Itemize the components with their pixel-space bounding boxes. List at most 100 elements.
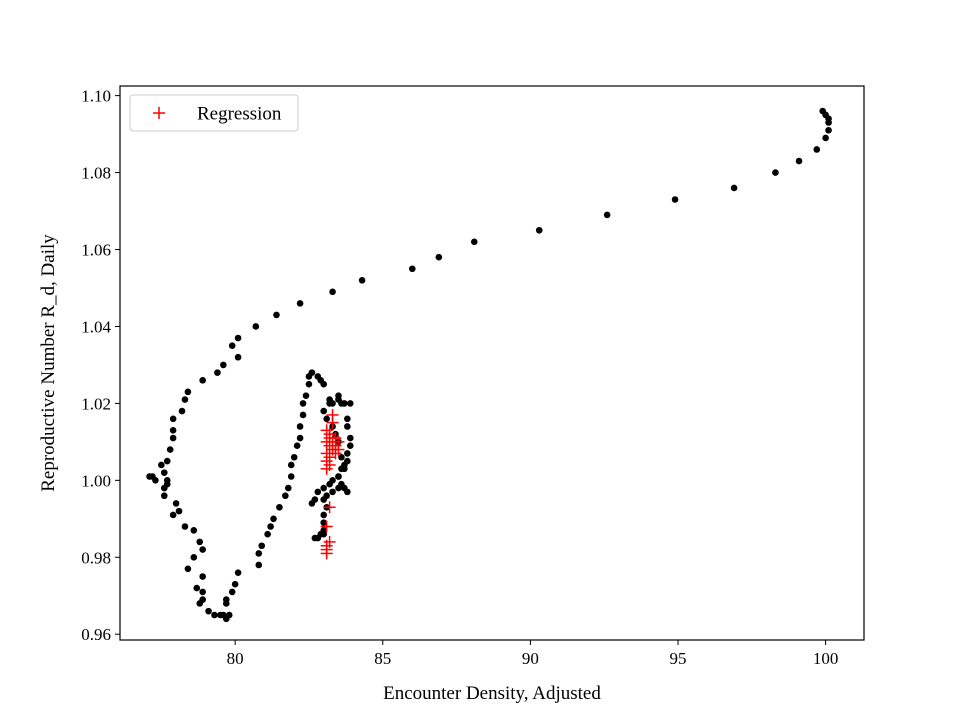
data-point <box>166 446 174 453</box>
data-point <box>255 550 263 557</box>
data-point <box>258 542 266 550</box>
data-point <box>199 573 206 580</box>
data-point <box>671 196 679 203</box>
data-point <box>284 484 292 492</box>
data-point <box>341 400 348 407</box>
data-point <box>234 569 242 576</box>
data-point <box>169 415 177 423</box>
data-point <box>184 565 192 573</box>
data-point <box>152 477 159 484</box>
data-point <box>211 611 218 619</box>
data-point <box>819 107 826 115</box>
data-point <box>344 450 351 457</box>
data-point <box>320 407 328 415</box>
data-point <box>320 380 328 388</box>
data-point <box>305 380 313 388</box>
data-point <box>822 134 829 142</box>
data-point <box>358 276 366 284</box>
data-point <box>296 423 304 430</box>
regression-point <box>329 447 342 460</box>
data-point <box>199 588 206 596</box>
data-point <box>160 484 168 492</box>
y-tick-label: 1.06 <box>81 241 111 260</box>
data-point <box>346 442 354 450</box>
data-point <box>535 226 543 234</box>
x-tick-label: 95 <box>670 649 687 668</box>
data-point <box>196 538 204 546</box>
data-point <box>214 369 221 376</box>
data-point <box>323 415 330 423</box>
plot-frame <box>119 85 865 641</box>
data-point <box>335 473 342 480</box>
data-point <box>184 388 192 396</box>
data-point <box>199 546 206 553</box>
data-point <box>146 473 153 480</box>
data-point <box>255 561 263 569</box>
y-tick-label: 1.02 <box>81 394 111 413</box>
data-point <box>264 530 271 538</box>
data-point <box>311 534 319 542</box>
data-point <box>190 553 198 561</box>
y-tick-label: 1.10 <box>81 87 111 106</box>
data-point <box>225 611 233 619</box>
data-point <box>344 415 351 423</box>
data-point <box>252 323 260 330</box>
data-point <box>169 511 177 519</box>
data-point <box>234 353 242 361</box>
data-point <box>228 588 236 596</box>
data-point <box>282 492 289 500</box>
x-tick-label: 90 <box>522 649 539 668</box>
data-point <box>160 492 168 500</box>
data-point <box>338 453 345 461</box>
data-point <box>231 580 239 588</box>
data-point <box>287 473 295 480</box>
y-tick-label: 0.98 <box>81 548 111 567</box>
data-point <box>169 434 177 442</box>
data-point <box>267 523 274 530</box>
plot-content <box>146 107 832 623</box>
data-point <box>178 407 186 415</box>
data-point <box>344 423 351 430</box>
regression-point <box>323 501 336 514</box>
data-point <box>346 434 354 442</box>
data-point <box>314 488 322 496</box>
x-tick-label: 100 <box>813 649 839 668</box>
data-point <box>160 469 168 476</box>
data-point <box>158 461 165 469</box>
data-point <box>320 484 328 492</box>
data-point <box>326 480 333 488</box>
data-point <box>175 507 183 515</box>
legend-box <box>129 94 299 132</box>
y-tick-label: 1.00 <box>81 471 111 490</box>
data-point <box>276 503 283 511</box>
y-axis: 0.96 0.98 1.00 1.02 1.04 1.06 1.08 1.10 <box>81 87 120 644</box>
data-point <box>795 157 803 165</box>
data-point <box>320 519 328 526</box>
data-point <box>234 334 242 342</box>
y-tick-label: 0.96 <box>81 625 111 644</box>
data-point <box>193 584 201 592</box>
data-point <box>603 211 611 219</box>
legend-plus-icon <box>153 107 165 119</box>
data-point <box>308 369 316 376</box>
data-point <box>470 238 478 246</box>
x-tick-label: 80 <box>227 649 244 668</box>
data-point <box>169 427 177 434</box>
data-point <box>335 392 342 400</box>
data-point <box>181 523 189 530</box>
data-point <box>320 511 328 519</box>
x-axis: 80 85 90 95 100 <box>227 640 839 668</box>
data-point <box>730 184 738 192</box>
data-point <box>435 253 443 261</box>
data-point <box>308 500 316 507</box>
data-point <box>813 146 821 153</box>
regression-point <box>320 520 333 533</box>
data-point <box>196 600 204 607</box>
y-tick-label: 1.04 <box>81 317 111 336</box>
data-point <box>287 461 295 469</box>
data-point <box>190 527 198 534</box>
regression-point <box>323 535 336 548</box>
x-axis-label: Encounter Density, Adjusted <box>383 683 601 704</box>
data-point <box>290 453 298 461</box>
data-point <box>323 492 330 500</box>
